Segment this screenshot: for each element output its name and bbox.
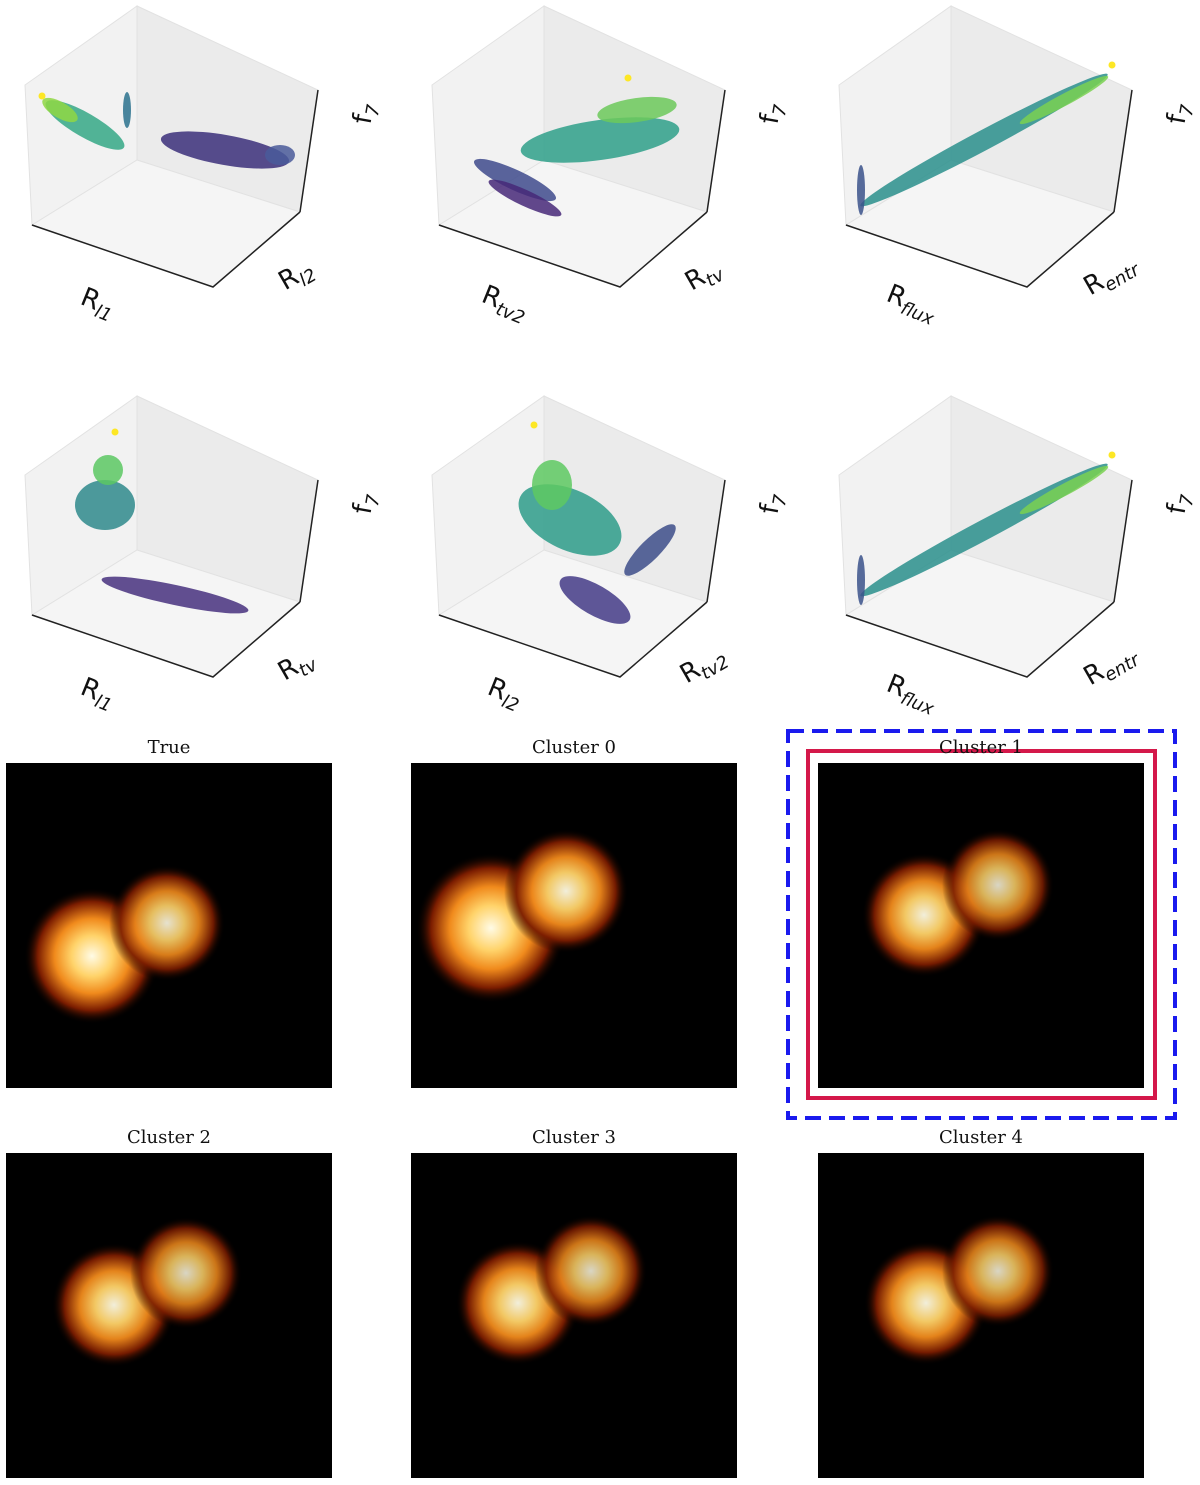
image-blob — [535, 1215, 647, 1327]
axis-label-sub: 7 — [769, 103, 792, 118]
point — [530, 421, 538, 429]
image-title: Cluster 3 — [532, 1127, 616, 1148]
axis-label: f7 — [755, 100, 792, 127]
axis-label-sub: 7 — [362, 493, 385, 508]
axis-line — [706, 89, 726, 213]
axis-label-sub: entr — [1101, 259, 1145, 296]
axis-line — [706, 479, 726, 603]
scatter-3d-panel: Rflux Rentr f7 — [838, 5, 1199, 330]
image-title: True — [148, 737, 191, 758]
image-blob — [942, 829, 1054, 941]
axis-line — [31, 601, 301, 678]
axis-label: Rl2 — [274, 253, 321, 300]
axis-line — [438, 601, 708, 678]
point-cloud — [857, 165, 865, 215]
axis-label-sub: entr — [1101, 649, 1145, 686]
point-cloud — [520, 117, 680, 163]
point-cloud — [265, 145, 295, 165]
axis-label: f7 — [1162, 490, 1199, 517]
axis-label-sub: 7 — [1176, 493, 1199, 508]
scatter-3d-panel: Rflux Rentr f7 — [838, 395, 1199, 720]
axis-label: f7 — [348, 100, 385, 127]
axis-label-sub: 7 — [1176, 103, 1199, 118]
axis-label: Rl1 — [75, 672, 120, 716]
point-cloud — [488, 179, 562, 217]
axis-label-sub: 7 — [362, 103, 385, 118]
point-cloud — [532, 460, 572, 510]
image-blob — [130, 1217, 242, 1329]
point-cloud — [473, 158, 557, 202]
axis-line — [299, 89, 319, 213]
point-cloud — [101, 576, 249, 614]
scatter-3d-panel: Rl2 Rtv2 f7 — [431, 395, 792, 717]
image-blob — [942, 1215, 1054, 1327]
highlight-dashed — [786, 729, 1177, 1120]
point-cloud — [857, 555, 865, 605]
point-cloud — [123, 92, 131, 128]
point-cloud — [1019, 75, 1109, 125]
axis-label: Rtv — [273, 643, 321, 691]
axis-label-sub: flux — [898, 298, 937, 330]
point-cloud — [597, 96, 677, 124]
point — [111, 428, 119, 436]
image-title: Cluster 4 — [939, 1127, 1023, 1148]
axis-label: Rtv2 — [476, 280, 533, 329]
point-cloud — [75, 480, 135, 530]
axis-line — [845, 211, 1115, 288]
axis-line — [845, 601, 1115, 678]
point-cloud — [93, 455, 123, 485]
scatter-3d-panel: Rtv2 Rtv f7 — [431, 5, 792, 329]
image-blob — [504, 829, 628, 953]
axis-line — [299, 479, 319, 603]
point-cloud — [160, 131, 290, 169]
axis-label: Rtv — [680, 253, 728, 301]
point-cloud — [624, 524, 676, 576]
scatter-3d-panel: Rl1 Rl2 f7 — [24, 5, 385, 327]
axis-label-sub: l1 — [92, 301, 115, 327]
point-cloud — [42, 97, 78, 123]
point-cloud — [559, 576, 631, 624]
axis-label-sub: l2 — [499, 691, 522, 717]
axis-label: Rl2 — [482, 672, 527, 716]
point — [38, 92, 46, 100]
axis-line — [31, 211, 301, 288]
axis-label-sub: flux — [898, 688, 937, 720]
axis-label: f7 — [755, 490, 792, 517]
image-title: Cluster 1 — [939, 737, 1023, 758]
point — [624, 74, 632, 82]
axis-label: Rflux — [881, 279, 942, 330]
axis-label: Rtv2 — [675, 640, 733, 693]
axis-line — [438, 211, 708, 288]
point-cloud — [1019, 465, 1109, 515]
axis-label: Rl1 — [75, 282, 120, 326]
point — [1108, 451, 1116, 459]
axis-label: Rentr — [1079, 638, 1145, 696]
point — [1108, 61, 1116, 69]
scatter-3d-panel: Rl1 Rtv f7 — [24, 395, 385, 717]
axis-label: Rentr — [1079, 248, 1145, 306]
image-title: Cluster 2 — [127, 1127, 211, 1148]
axis-label-sub: l1 — [92, 691, 115, 717]
axis-label: f7 — [348, 490, 385, 517]
axis-label: f7 — [1162, 100, 1199, 127]
image-blob — [109, 865, 225, 981]
image-title: Cluster 0 — [532, 737, 616, 758]
axis-line — [1113, 479, 1133, 603]
axis-label-sub: 7 — [769, 493, 792, 508]
axis-label-sub: tv2 — [493, 299, 528, 329]
highlight-solid — [806, 749, 1157, 1100]
axis-label: Rflux — [881, 669, 942, 720]
axis-line — [1113, 89, 1133, 213]
